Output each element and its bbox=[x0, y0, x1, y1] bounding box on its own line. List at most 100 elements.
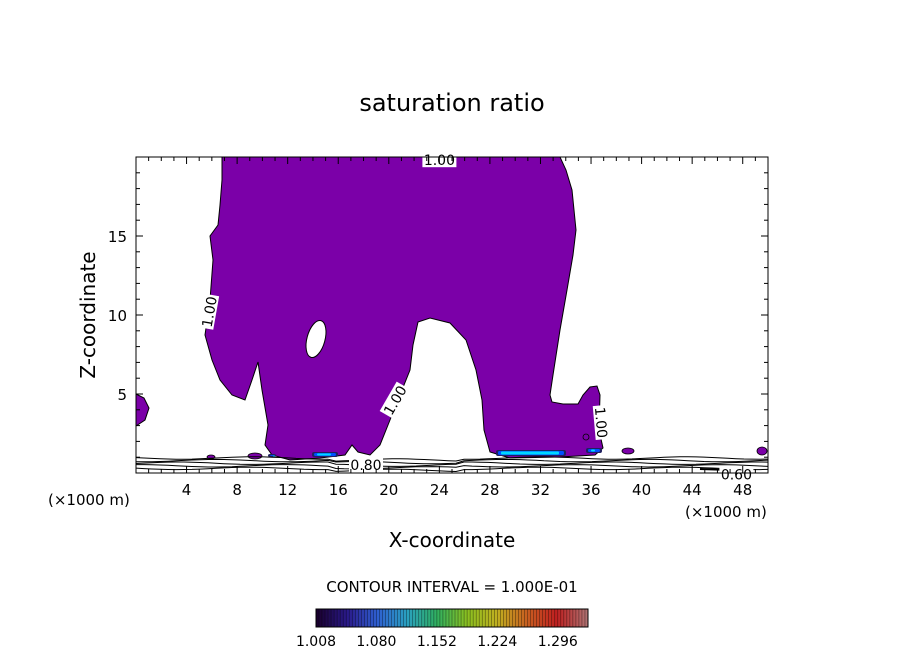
colorbar-swatch bbox=[518, 609, 522, 627]
small-region-patch bbox=[756, 446, 768, 456]
colorbar-swatch bbox=[536, 609, 540, 627]
colorbar-swatch bbox=[467, 609, 471, 627]
high-saturation-patch bbox=[317, 453, 331, 456]
colorbar-swatch bbox=[521, 609, 525, 627]
high-saturation-patch bbox=[591, 449, 595, 452]
colorbar-swatch bbox=[391, 609, 395, 627]
contour-label-group: 1.00 bbox=[198, 293, 221, 330]
contour-interval-text: CONTOUR INTERVAL = 1.000E-01 bbox=[326, 578, 577, 596]
contour-label-background bbox=[349, 457, 383, 473]
colorbar-frame bbox=[315, 608, 589, 628]
colorbar-swatch bbox=[424, 609, 429, 627]
colorbar-tick-label: 1.008 bbox=[296, 634, 336, 650]
colorbar-swatch bbox=[503, 609, 507, 627]
colorbar-swatch bbox=[406, 609, 410, 627]
colorbar-swatch bbox=[497, 609, 501, 627]
contour-line bbox=[135, 461, 769, 467]
contour-label-group: 0.80 bbox=[349, 457, 383, 474]
colorbar-swatch bbox=[539, 609, 543, 627]
x-tick-label: 12 bbox=[278, 481, 297, 499]
colorbar-tick-label: 1.080 bbox=[356, 634, 396, 650]
colorbar-swatch bbox=[551, 609, 556, 627]
colorbar-swatch bbox=[524, 609, 528, 627]
region-hole bbox=[305, 320, 327, 358]
colorbar-swatch bbox=[479, 609, 483, 627]
colorbar-swatch bbox=[515, 609, 519, 627]
colorbar-swatch bbox=[427, 609, 432, 627]
colorbar-swatch bbox=[334, 609, 338, 627]
x-tick-label: 40 bbox=[632, 481, 651, 499]
colorbar-swatch bbox=[412, 609, 417, 627]
colorbar-swatch bbox=[364, 609, 368, 627]
colorbar-swatch bbox=[566, 609, 571, 627]
x-tick-label: 16 bbox=[329, 481, 348, 499]
colorbar-swatch bbox=[473, 609, 477, 627]
colorbar-swatch bbox=[445, 609, 450, 627]
colorbar-swatch bbox=[581, 609, 586, 627]
colorbar-swatch bbox=[442, 609, 447, 627]
colorbar-swatch bbox=[331, 609, 335, 627]
contour-line bbox=[136, 464, 769, 470]
contour-label-background bbox=[719, 466, 754, 482]
colorbar-swatch bbox=[506, 609, 510, 627]
colorbar-swatch bbox=[382, 609, 386, 627]
colorbar-swatch bbox=[319, 609, 323, 627]
high-saturation-patch bbox=[501, 451, 559, 455]
colorbar-swatch bbox=[418, 609, 423, 627]
colorbar-swatch bbox=[482, 609, 486, 627]
colorbar-swatch bbox=[548, 609, 553, 627]
small-region-patch bbox=[582, 433, 590, 441]
colorbar-swatch bbox=[433, 609, 438, 627]
plot-area: 1.001.001.001.000.800.604 8 12 16 20 24 28 32 36… bbox=[108, 152, 769, 499]
contour-label-background bbox=[198, 293, 220, 330]
colorbar-swatch bbox=[421, 609, 426, 627]
contour-label-group: 1.00 bbox=[591, 404, 611, 440]
colorbar-swatch bbox=[491, 609, 495, 627]
colorbar-swatch bbox=[584, 609, 589, 627]
colorbar-swatch bbox=[376, 609, 380, 627]
colorbar-swatch bbox=[578, 609, 583, 627]
colorbar-swatch bbox=[352, 609, 356, 627]
colorbar-swatch bbox=[557, 609, 562, 627]
chart-title: saturation ratio bbox=[359, 89, 544, 117]
x-tick-label: 24 bbox=[430, 481, 449, 499]
colorbar-swatch bbox=[458, 609, 462, 627]
colorbar-swatch bbox=[400, 609, 404, 627]
colorbar-swatch bbox=[500, 609, 504, 627]
colorbar-swatch bbox=[394, 609, 398, 627]
colorbar-swatch bbox=[373, 609, 377, 627]
colorbar-swatch bbox=[403, 609, 407, 627]
colorbar-swatch bbox=[325, 609, 329, 627]
colorbar-swatch bbox=[575, 609, 580, 627]
contour-label: 0.60 bbox=[721, 468, 752, 484]
colorbar-swatch bbox=[385, 609, 389, 627]
colorbar-swatch bbox=[370, 609, 374, 627]
y-tick-label: 10 bbox=[108, 307, 127, 325]
x-unit-left: (×1000 m) bbox=[48, 491, 130, 509]
colorbar-tick-label: 1.224 bbox=[477, 634, 517, 650]
colorbar-swatch bbox=[563, 609, 568, 627]
x-tick-label: 32 bbox=[531, 481, 550, 499]
high-saturation-patch bbox=[273, 455, 275, 457]
colorbar-swatch bbox=[328, 609, 332, 627]
colorbar-swatch bbox=[316, 609, 320, 627]
contour-label: 0.80 bbox=[350, 458, 381, 474]
colorbar-swatch bbox=[512, 609, 516, 627]
colorbar-swatch bbox=[485, 609, 489, 627]
colorbar-swatch bbox=[379, 609, 383, 627]
x-tick-label: 8 bbox=[232, 481, 242, 499]
x-tick-label: 4 bbox=[182, 481, 192, 499]
contour-label: 1.00 bbox=[591, 406, 610, 438]
colorbar-swatch bbox=[349, 609, 353, 627]
x-tick-label: 48 bbox=[733, 481, 752, 499]
colorbar-swatch bbox=[572, 609, 577, 627]
supersaturated-region bbox=[204, 156, 604, 461]
colorbar-swatch bbox=[461, 609, 465, 627]
colorbar-tick-label: 1.296 bbox=[538, 634, 578, 650]
contour-label-group: 0.60 bbox=[719, 466, 754, 484]
y-axis-label: Z-coordinate bbox=[76, 251, 100, 378]
colorbar-swatch bbox=[322, 609, 326, 627]
colorbar-swatch bbox=[488, 609, 492, 627]
x-axis-label: X-coordinate bbox=[389, 528, 516, 552]
